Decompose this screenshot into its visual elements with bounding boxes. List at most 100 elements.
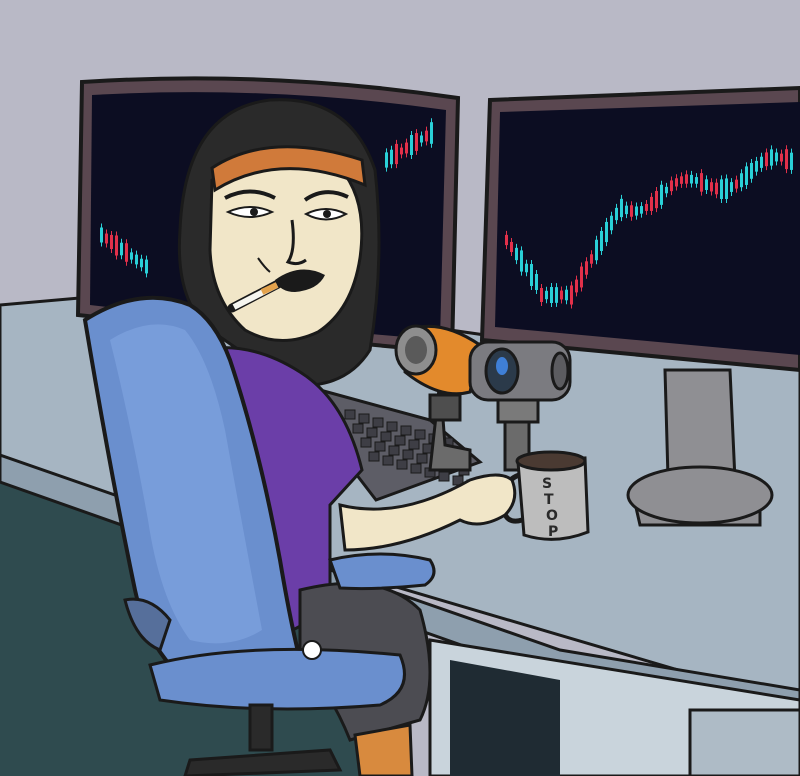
candle-body <box>395 143 398 165</box>
candle-body <box>650 196 653 211</box>
candle-body <box>565 289 568 301</box>
candle-body <box>100 227 103 243</box>
keyboard-key <box>372 417 384 428</box>
mug-letter-4: P <box>548 524 558 540</box>
keyboard-key <box>380 431 392 442</box>
candle-body <box>515 247 518 261</box>
candle-body <box>140 258 143 268</box>
candle-body <box>635 206 638 216</box>
candle-body <box>720 179 723 200</box>
keyboard-key <box>396 459 408 470</box>
candle-body <box>555 287 558 303</box>
candle-body <box>610 215 613 231</box>
candle-body <box>505 234 508 246</box>
left-candlestick-chart <box>100 118 433 278</box>
headband <box>210 145 367 193</box>
keyboard-key <box>414 429 426 440</box>
mug-letter-1: S <box>542 476 552 492</box>
candle-body <box>725 178 728 200</box>
mug-letter-3: O <box>546 508 558 524</box>
candle-body <box>780 153 783 162</box>
keyboard-key <box>402 449 414 460</box>
right-candlestick-chart <box>505 145 793 309</box>
candle-body <box>130 252 133 260</box>
candle-body <box>750 162 753 179</box>
candle-body <box>625 205 628 215</box>
candle-body <box>410 135 413 155</box>
candle-body <box>620 198 623 218</box>
candle-body <box>760 156 763 168</box>
candle-body <box>675 178 678 187</box>
nose <box>285 219 307 266</box>
candle-body <box>405 142 408 154</box>
chair-armrest <box>328 552 436 591</box>
keyboard-key <box>386 421 398 432</box>
candle-body <box>630 205 633 217</box>
candle-body <box>535 274 538 290</box>
right-eyebrow <box>303 190 349 202</box>
keyboard-key <box>394 435 406 446</box>
candle-body <box>110 234 113 250</box>
candle-body <box>385 152 388 168</box>
keyboard-key <box>438 471 450 482</box>
keyboard-key <box>358 413 370 424</box>
candle-body <box>115 235 118 256</box>
candle-body <box>605 221 608 243</box>
gaming-chair <box>82 295 436 776</box>
keyboard-key <box>368 451 380 462</box>
chair-lower-arm <box>123 597 172 652</box>
right-monitor <box>479 85 800 373</box>
candle-body <box>585 261 588 275</box>
candle-body <box>765 152 768 167</box>
candle-body <box>700 173 703 192</box>
candle-body <box>135 254 138 265</box>
candle-body <box>615 207 618 221</box>
candle-body <box>735 179 738 189</box>
keyboard-key <box>374 441 386 452</box>
cigarette <box>227 279 283 313</box>
candle-body <box>680 176 683 184</box>
candle-body <box>640 206 643 214</box>
candle-body <box>105 233 108 244</box>
candle-body <box>575 279 578 293</box>
keyboard-key <box>366 427 378 438</box>
candle-body <box>755 160 758 172</box>
candle-body <box>745 166 748 185</box>
microphone <box>394 324 482 472</box>
keyboard-key <box>360 437 372 448</box>
candle-body <box>660 184 663 205</box>
keyboard-key <box>388 445 400 456</box>
candle-body <box>600 230 603 252</box>
candle-body <box>670 180 673 192</box>
candle-body <box>415 133 418 151</box>
candle-body <box>665 186 668 194</box>
candle-body <box>425 130 428 142</box>
candle-body <box>710 182 713 192</box>
candle-body <box>510 241 513 253</box>
candle-body <box>705 179 708 190</box>
chair-seat <box>148 647 406 711</box>
keyboard-key <box>382 455 394 466</box>
candle-body <box>145 259 148 274</box>
shoe <box>353 723 414 776</box>
candle-body <box>400 147 403 155</box>
keyboard-keys <box>344 409 478 490</box>
candle-body <box>645 203 648 211</box>
candle-body <box>120 242 123 256</box>
desk-drawer <box>688 708 800 776</box>
candle-body <box>695 177 698 184</box>
chair-post <box>248 703 274 752</box>
desk-leg-shadow <box>450 660 560 776</box>
keyboard-key <box>410 463 422 474</box>
candle-body <box>550 286 553 304</box>
candle-body <box>655 190 658 209</box>
candle-body <box>530 264 533 286</box>
candle-body <box>520 250 523 272</box>
candle-body <box>690 174 693 184</box>
keyboard-key <box>408 439 420 450</box>
candle-body <box>560 290 563 300</box>
candle-body <box>715 182 718 195</box>
keyboard-key <box>416 453 428 464</box>
arm <box>338 473 517 552</box>
